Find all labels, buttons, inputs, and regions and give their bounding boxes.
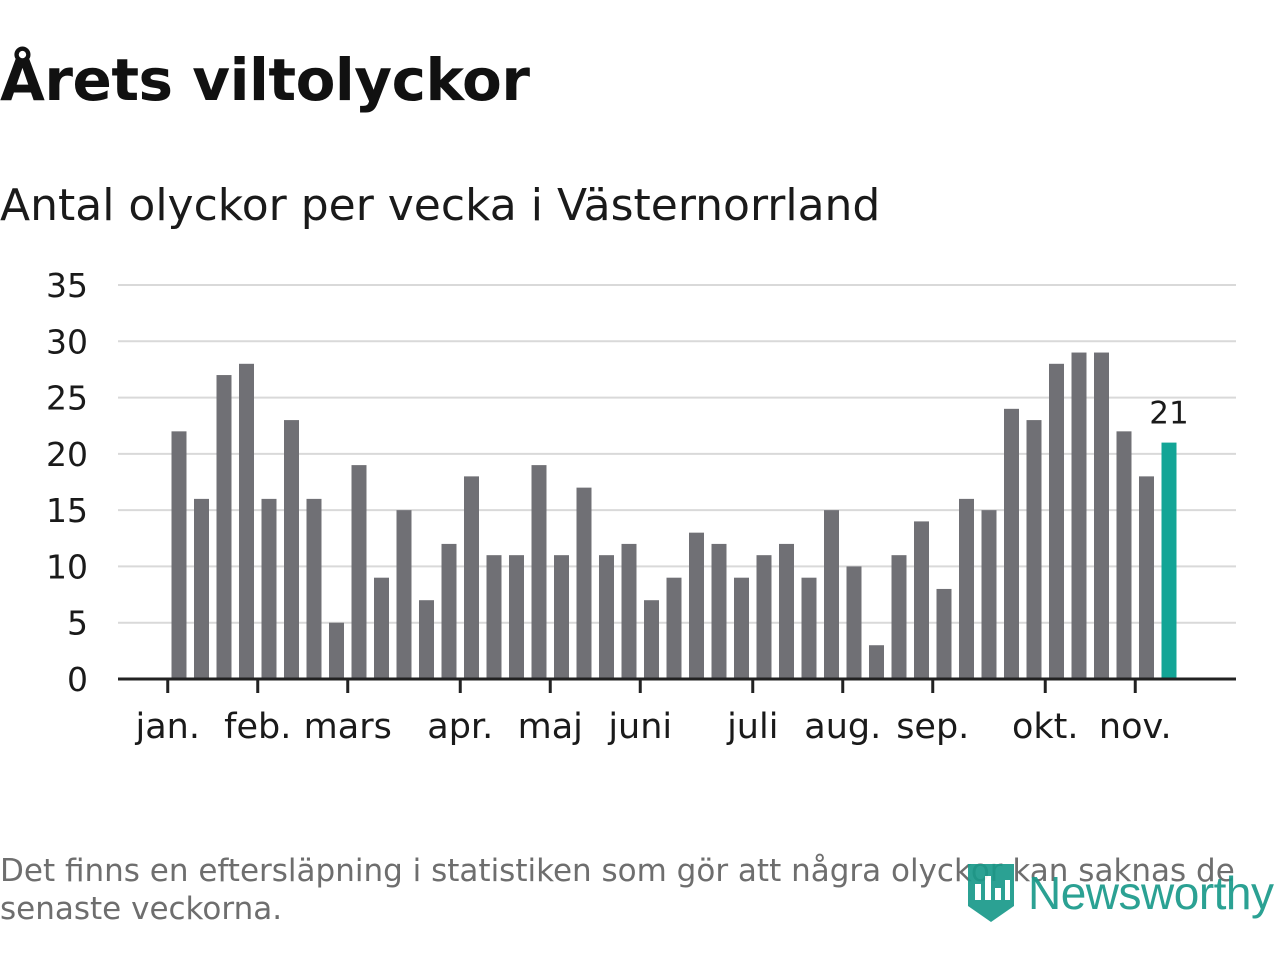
bar-highlight [1161,442,1177,679]
bar [644,600,659,679]
x-tick-label: juli [726,707,778,747]
newsworthy-logo-icon [968,864,1014,922]
bar [981,510,997,679]
bar [531,465,547,679]
data-label-latest: 21 [1149,396,1188,432]
bar [734,577,749,679]
footnote: Det finns en eftersläpning i statistiken… [0,853,1235,927]
bar [419,600,434,679]
bar [689,532,704,679]
bar [891,555,907,679]
bar [936,588,952,679]
x-tick-label: juni [607,707,672,747]
bar [914,521,929,679]
x-tick-label: okt. [1012,707,1079,747]
bar [959,498,974,679]
bar [464,476,479,679]
bar [1026,420,1042,679]
bar [351,465,367,679]
y-tick-label: 30 [46,322,88,361]
chart-subtitle: Antal olyckor per vecka i Västernorrland [0,180,881,231]
bar [1116,431,1132,679]
x-tick-label: apr. [427,707,493,747]
bar [846,566,862,679]
bar [779,543,794,679]
x-tick-label: mars [304,707,392,747]
bar [441,543,457,679]
bar [171,431,187,679]
bar [216,375,232,679]
chart-title: Årets viltolyckor [0,46,530,114]
bar [801,577,817,679]
x-tick-label: maj [518,707,583,747]
bar [1004,408,1019,679]
y-tick-label: 0 [67,660,88,699]
x-axis-ticks: jan. feb. mars apr. maj juni juli aug. sep. okt. n… [135,679,1172,747]
bar [306,498,322,679]
y-tick-label: 5 [67,604,88,643]
bar [261,498,277,679]
y-tick-label: 15 [46,491,88,530]
bar [486,555,502,679]
bar [666,577,682,679]
bar [599,555,614,679]
bar [1139,476,1154,679]
bar [1094,352,1109,679]
bar [194,498,209,679]
y-tick-label: 35 [46,266,88,305]
bars [171,352,1177,679]
brand-name: Newsworthy [1028,867,1274,919]
x-tick-label: jan. [135,707,200,747]
x-tick-label: nov. [1099,707,1172,747]
bar [756,555,772,679]
y-tick-label: 25 [46,379,88,418]
x-tick-label: sep. [896,707,969,747]
bar [374,577,389,679]
bar [284,420,299,679]
bar [1049,363,1064,679]
y-axis-ticks: 0 5 10 15 20 25 30 35 [46,266,88,699]
bar [329,622,344,679]
bar-chart: 0 5 10 15 20 25 30 35 jan. feb. mars apr. maj juni ju… [46,266,1236,747]
bar [1071,352,1087,679]
bar [869,645,884,679]
bar [824,510,839,679]
bar [576,487,592,679]
brand-logo[interactable]: Newsworthy [964,858,1274,928]
bar [396,510,412,679]
y-tick-label: 20 [46,435,88,474]
bar [239,363,254,679]
bar [554,555,569,679]
y-tick-label: 10 [46,547,88,586]
bar [509,555,524,679]
x-tick-label: feb. [224,707,291,747]
x-tick-label: aug. [804,707,881,747]
bar [621,543,637,679]
data-labels: 21 [1149,396,1188,432]
bar [711,543,727,679]
